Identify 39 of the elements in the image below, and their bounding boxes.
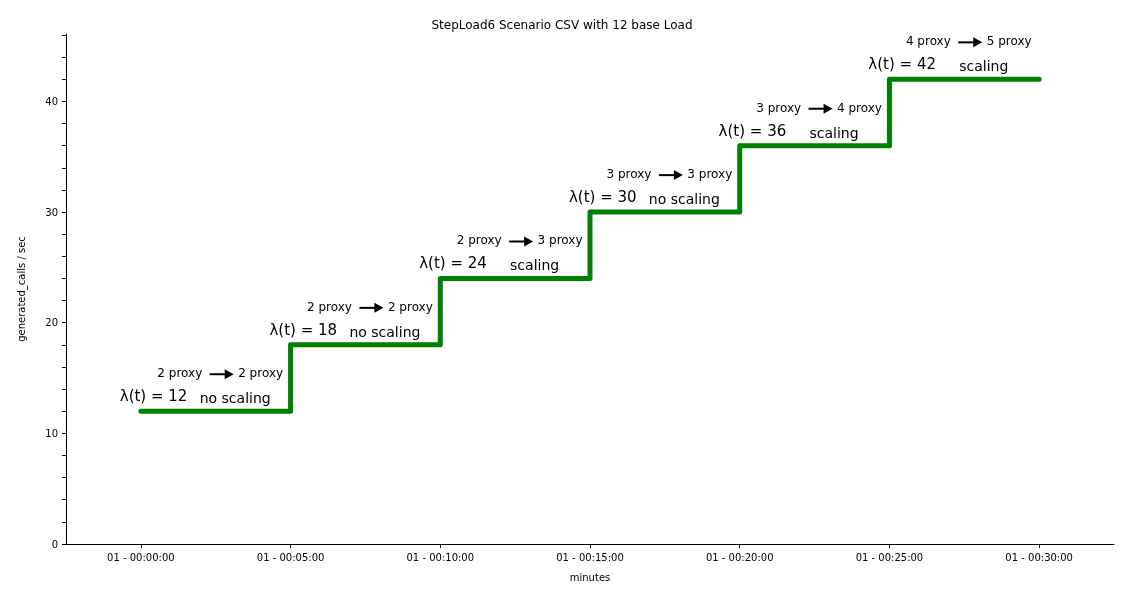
x-tick-label: 01 - 00:20:00 xyxy=(705,551,774,563)
annotation: 3 proxy xyxy=(537,233,583,248)
x-tick-label: 01 - 00:05:00 xyxy=(256,551,325,563)
x-tick-label: 01 - 00:00:00 xyxy=(107,551,175,563)
annotation: 3 proxy xyxy=(606,167,652,182)
annotation: 2 proxy xyxy=(238,366,284,381)
annotation: no scaling xyxy=(349,323,421,340)
annotation: 4 proxy xyxy=(905,34,951,49)
annotation: 5 proxy xyxy=(986,34,1032,49)
annotation: λ(t) = 12 xyxy=(119,387,188,406)
annotation: 2 proxy xyxy=(387,299,433,314)
annotation: λ(t) = 30 xyxy=(568,188,637,207)
annotation: 2 proxy xyxy=(157,366,203,381)
annotation: 3 proxy xyxy=(756,100,802,115)
annotation: 4 proxy xyxy=(837,100,882,115)
y-tick-label: 20 xyxy=(45,317,58,329)
annotation: λ(t) = 24 xyxy=(419,254,487,273)
annotation: scaling xyxy=(809,124,859,141)
annotation: 2 proxy xyxy=(307,299,352,314)
annotation: λ(t) = 42 xyxy=(868,55,936,74)
annotation: 3 proxy xyxy=(687,167,733,182)
annotation: no scaling xyxy=(648,191,720,208)
annotation: scaling xyxy=(959,58,1009,75)
x-tick-label: 01 - 00:25:00 xyxy=(855,551,924,563)
x-tick-label: 01 - 00:15:00 xyxy=(556,551,624,563)
y-tick-label: 10 xyxy=(45,427,58,439)
annotation: λ(t) = 18 xyxy=(269,320,338,339)
y-axis-title: generated_calls / sec xyxy=(15,236,28,342)
chart-title: StepLoad6 Scenario CSV with 12 base Load xyxy=(431,18,693,32)
x-tick-label: 01 - 00:10:00 xyxy=(406,551,475,563)
annotation: λ(t) = 36 xyxy=(718,121,787,140)
y-tick-label: 40 xyxy=(45,95,58,107)
annotation: 2 proxy xyxy=(456,233,502,248)
annotation: no scaling xyxy=(199,390,271,407)
y-tick-label: 30 xyxy=(45,206,58,218)
annotation: scaling xyxy=(510,257,560,274)
x-axis-title: minutes xyxy=(569,571,611,583)
y-tick-label: 0 xyxy=(51,538,58,550)
x-tick-label: 01 - 00:30:00 xyxy=(1005,551,1073,563)
